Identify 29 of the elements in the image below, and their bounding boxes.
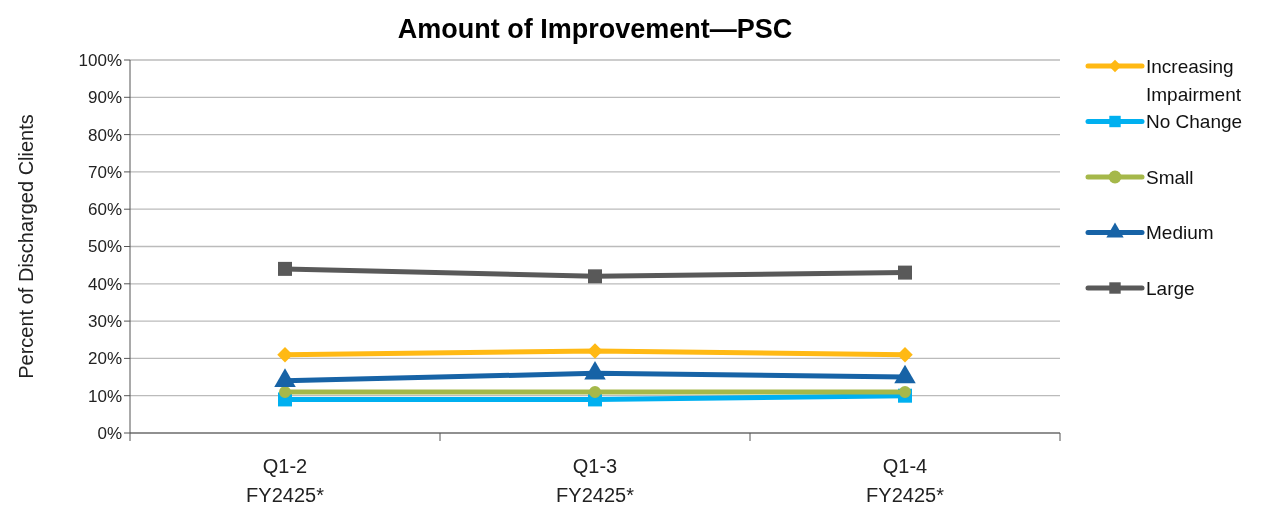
y-tick-label: 60%: [87, 200, 122, 220]
x-tick-label: Q1-2 FY2425*: [246, 455, 325, 506]
chart-title: Amount of Improvement—PSC: [397, 14, 793, 44]
y-tick-label: 100%: [78, 50, 122, 70]
y-tick-label: 0%: [97, 423, 122, 443]
y-tick-label: 50%: [87, 237, 122, 257]
legend-label: No Change: [1146, 111, 1243, 133]
point: [899, 385, 911, 398]
legend-label: Small: [1146, 166, 1194, 188]
legend-label: Increasing Impairment: [1146, 55, 1242, 105]
point: [587, 343, 603, 359]
point: [277, 346, 293, 363]
y-tick-label: 90%: [87, 88, 122, 108]
y-tick-label: 10%: [87, 386, 122, 406]
y-tick-label: 20%: [87, 349, 122, 369]
point: [898, 265, 912, 280]
y-tick-label: 40%: [87, 274, 122, 294]
y-tick-label: 30%: [87, 312, 122, 332]
point: [588, 269, 602, 284]
x-tick-label: Q1-3 FY2425*: [556, 455, 635, 506]
legend-label: Medium: [1146, 222, 1214, 244]
legend-label: Large: [1146, 277, 1195, 299]
y-tick-label: 80%: [87, 125, 122, 145]
point: [278, 261, 292, 276]
point: [897, 346, 913, 363]
point: [589, 385, 601, 398]
x-tick-label: Q1-4 FY2425*: [866, 455, 945, 506]
y-tick-label: 70%: [87, 162, 122, 182]
y-axis-title: Percent of Discharged Clients: [15, 114, 37, 379]
